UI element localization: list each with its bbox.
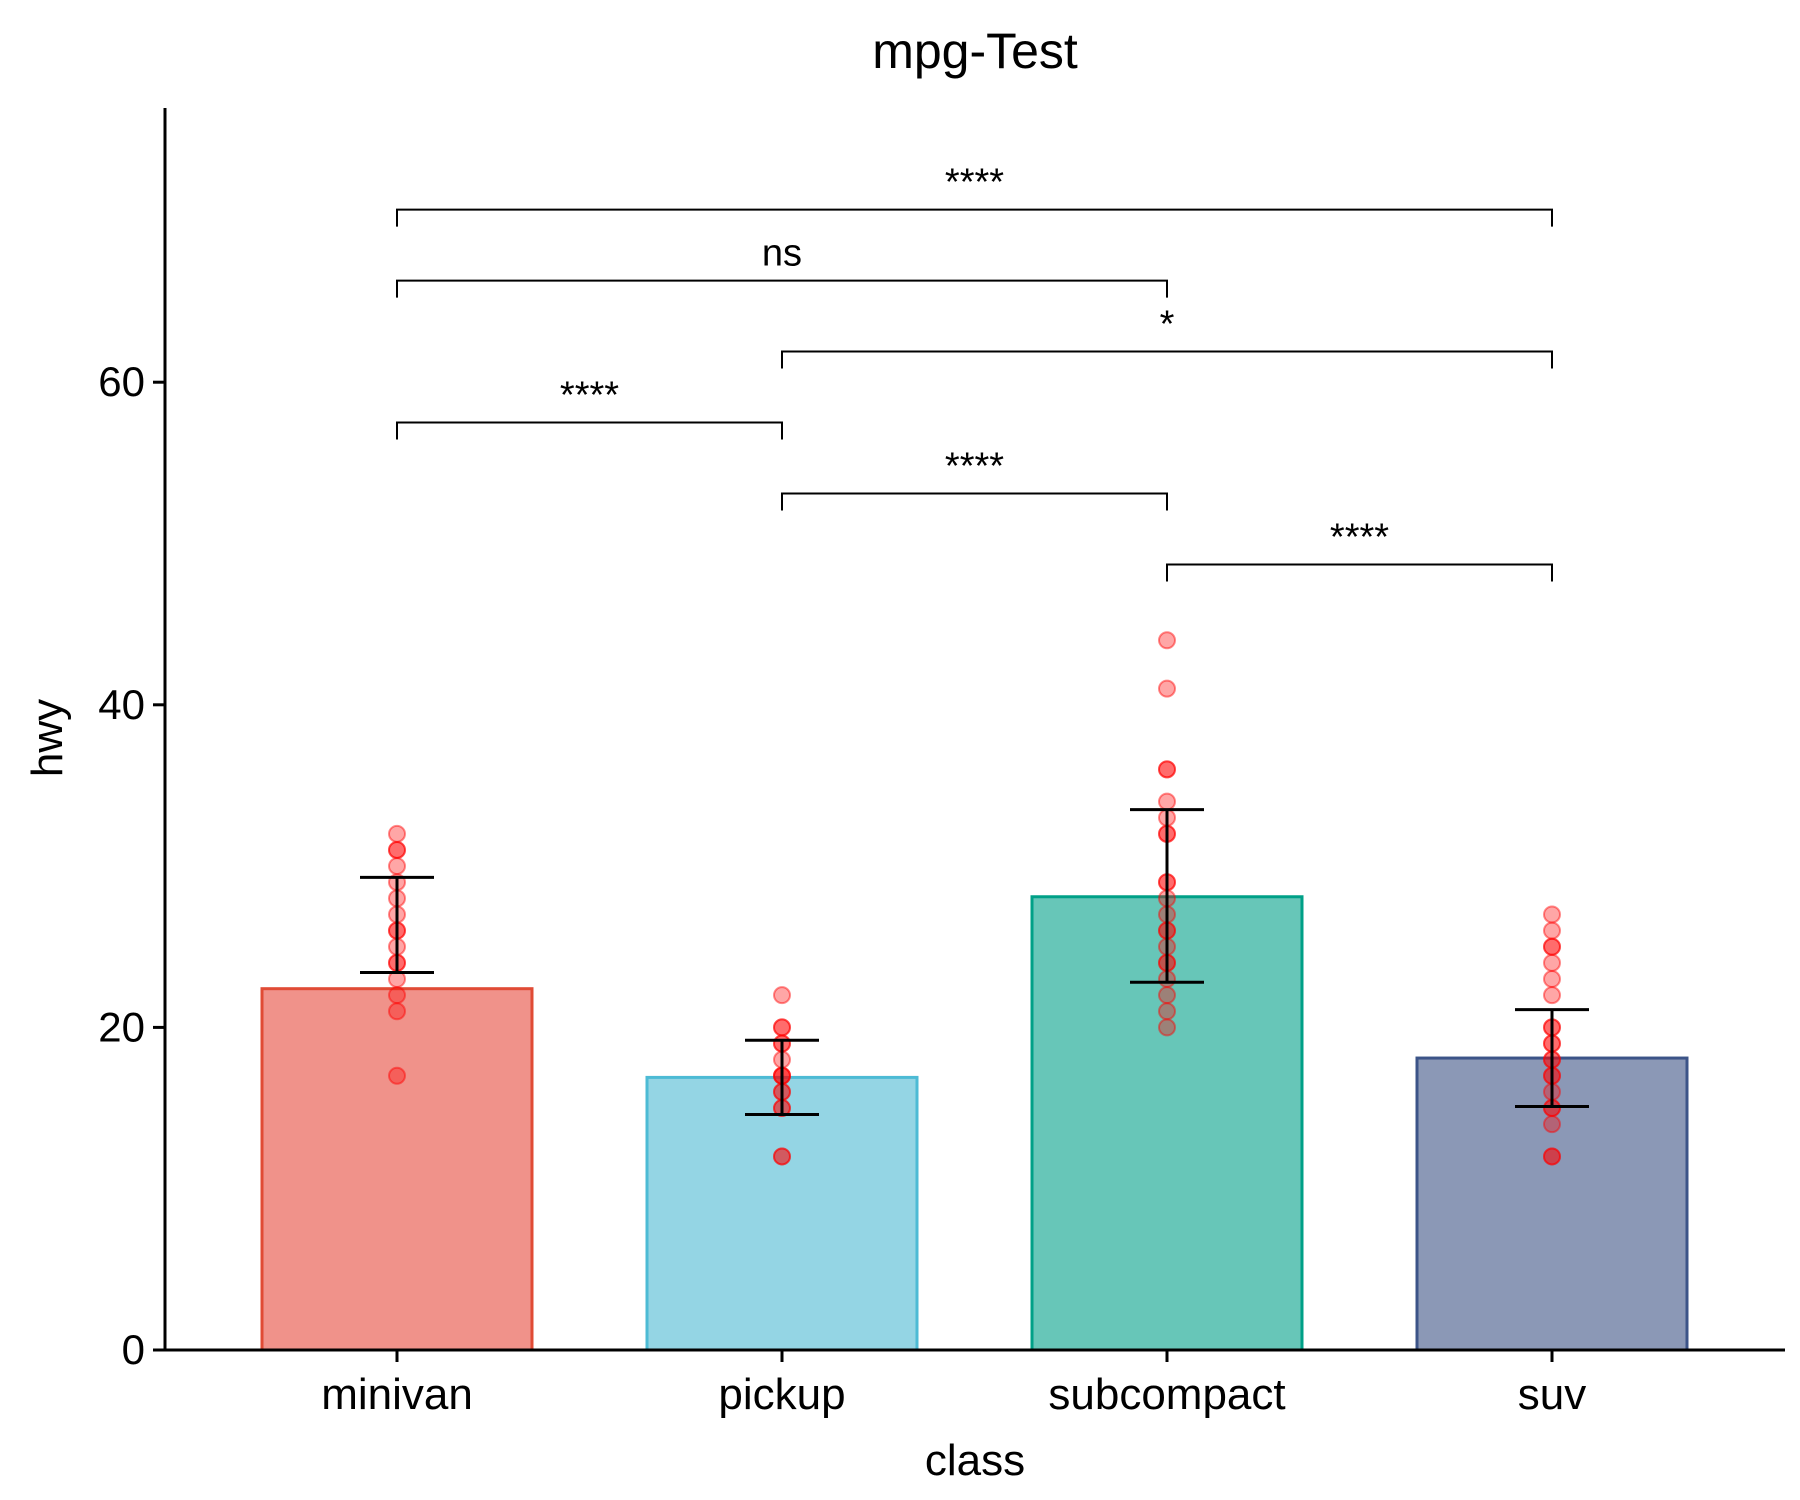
data-point — [1158, 760, 1176, 779]
data-point — [773, 1018, 791, 1037]
x-tick-label: pickup — [718, 1370, 845, 1419]
data-point — [388, 840, 406, 859]
bars-layer — [260, 895, 1689, 1352]
y-tick-label: 0 — [122, 1326, 145, 1373]
data-point — [1543, 937, 1561, 956]
significance-label: **** — [1330, 516, 1389, 558]
points-layer — [388, 631, 1561, 1166]
data-point — [1158, 760, 1176, 779]
data-point — [1543, 953, 1561, 972]
y-tick-label: 60 — [98, 358, 145, 405]
significance-bracket — [1166, 563, 1553, 582]
significance-label: **** — [560, 375, 619, 417]
significance-label: **** — [945, 446, 1004, 488]
data-point — [388, 1002, 406, 1021]
data-point — [1543, 905, 1561, 924]
y-tick-label: 20 — [98, 1003, 145, 1050]
data-point — [773, 1147, 791, 1166]
x-axis-title: class — [925, 1436, 1025, 1485]
data-point — [1158, 986, 1176, 1005]
data-point — [1158, 1018, 1176, 1037]
significance-bracket — [396, 421, 783, 440]
significance-bracket — [781, 492, 1168, 511]
data-point — [1158, 631, 1176, 650]
y-axis-title: hwy — [23, 699, 72, 777]
significance-label: **** — [945, 162, 1004, 204]
data-point — [388, 840, 406, 859]
data-point — [773, 1018, 791, 1037]
data-point — [1543, 921, 1561, 940]
significance-bracket — [396, 279, 1168, 298]
y-tick-label: 40 — [98, 681, 145, 728]
x-tick-label: suv — [1518, 1370, 1586, 1419]
data-point — [1543, 1147, 1561, 1166]
significance-label: * — [1160, 304, 1175, 346]
x-tick-label: minivan — [321, 1370, 473, 1419]
data-point — [1543, 1115, 1561, 1134]
data-point — [773, 1147, 791, 1166]
data-point — [1158, 679, 1176, 698]
bar-pickup — [645, 1075, 919, 1352]
bar-minivan — [260, 987, 534, 1352]
data-point — [1158, 792, 1176, 811]
data-point — [388, 824, 406, 843]
data-point — [1158, 1002, 1176, 1021]
axes: 0 20 40 60 minivan pickup subcompact suv — [98, 108, 1785, 1419]
significance-brackets: ****ns************* — [396, 162, 1553, 582]
x-tick-label: subcompact — [1048, 1370, 1285, 1419]
significance-bracket — [781, 350, 1553, 369]
data-point — [773, 986, 791, 1005]
chart-title: mpg-Test — [872, 23, 1078, 79]
data-point — [388, 1066, 406, 1085]
significance-bracket — [396, 208, 1553, 227]
significance-label: ns — [762, 233, 802, 275]
data-point — [1543, 937, 1561, 956]
data-point — [1543, 986, 1561, 1005]
data-point — [388, 857, 406, 876]
data-point — [388, 986, 406, 1005]
data-point — [1543, 1147, 1561, 1166]
data-point — [1543, 970, 1561, 989]
error-bars-layer — [360, 808, 1589, 1117]
